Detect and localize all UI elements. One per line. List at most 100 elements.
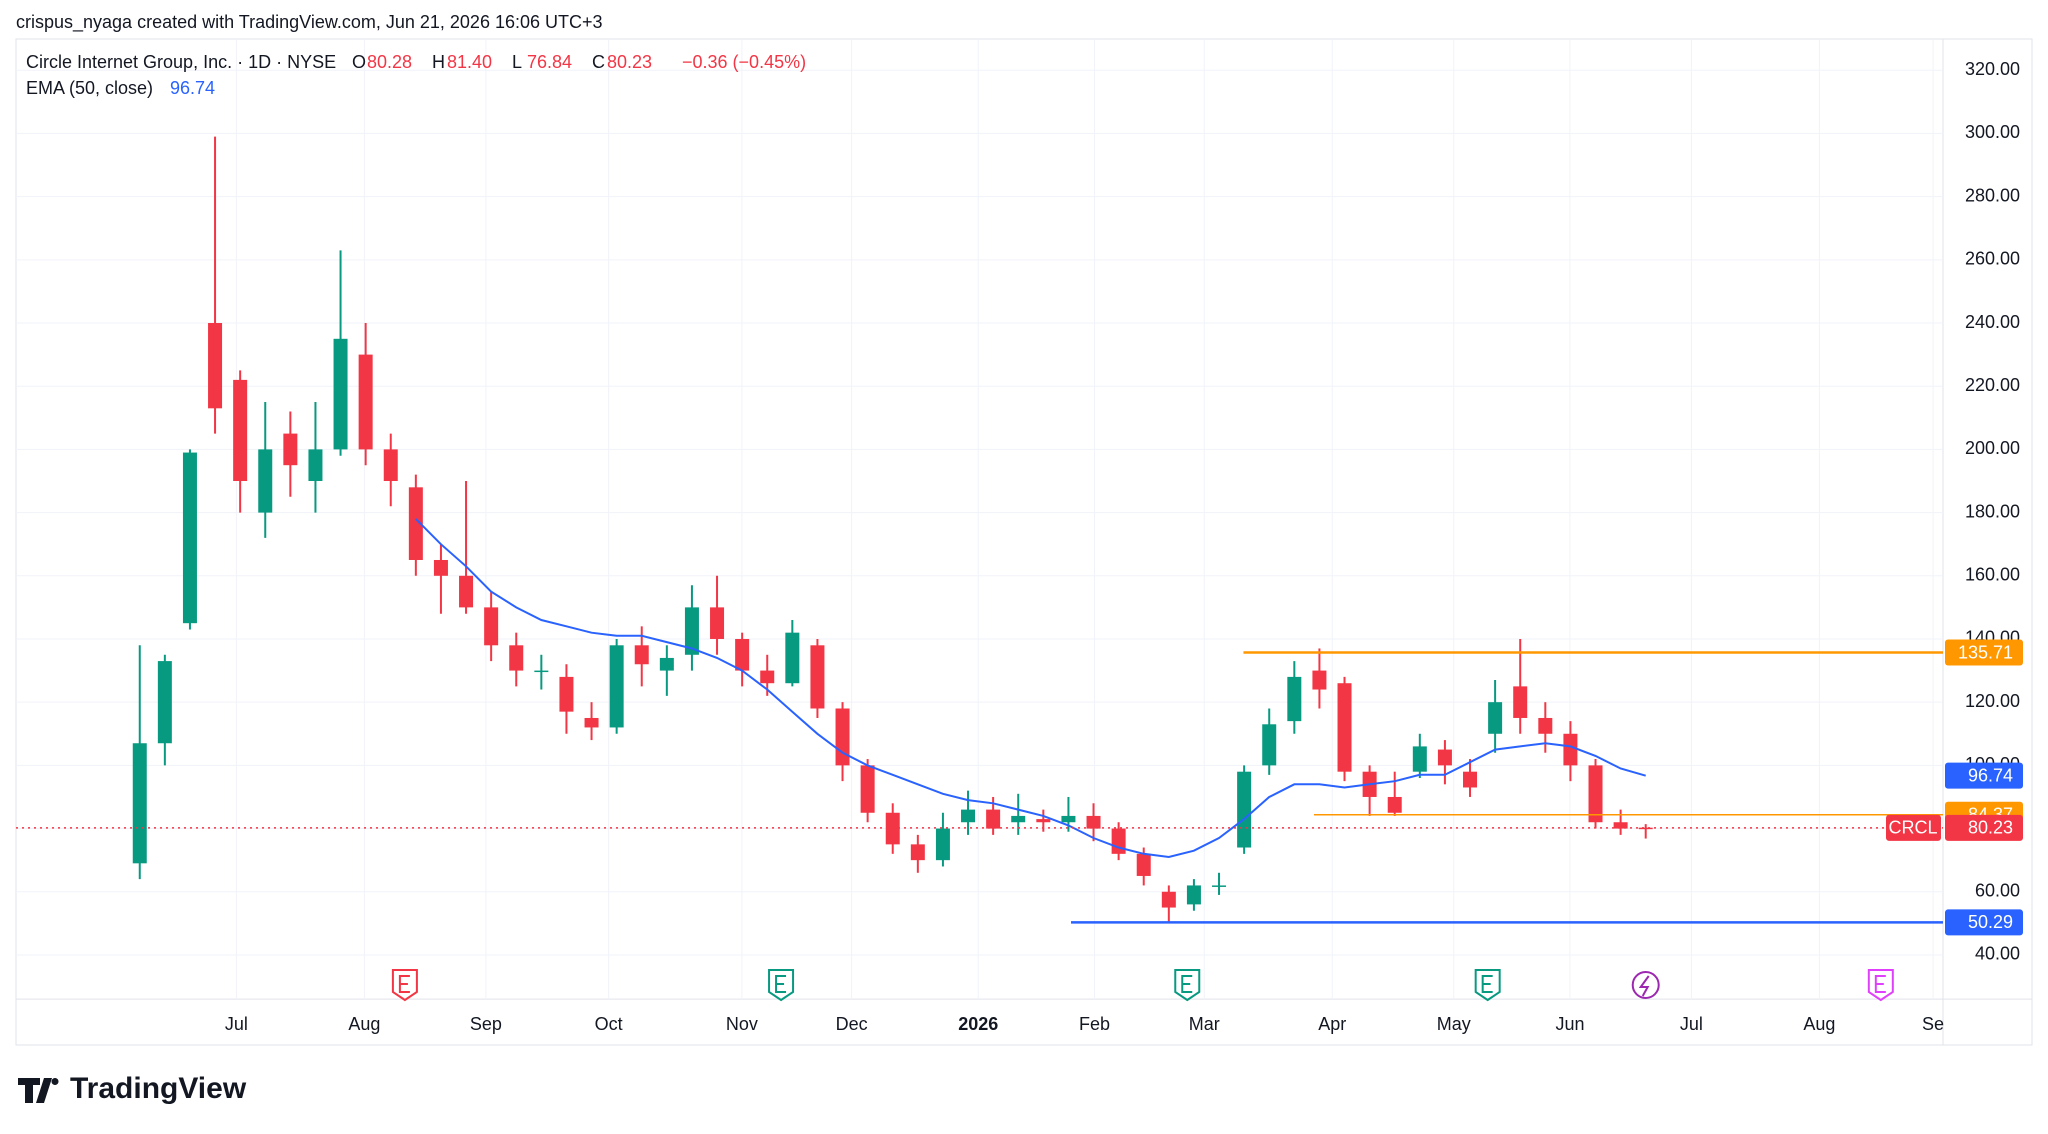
ohlc-value: 80.23 [607, 52, 652, 72]
candle-body [1111, 828, 1126, 854]
x-tick-label: Sep [470, 1014, 502, 1034]
candle-body [509, 645, 524, 671]
candle-body [182, 452, 197, 624]
level-label: 50.29 [1968, 912, 2013, 932]
x-tick-label: Mar [1189, 1014, 1220, 1034]
ticker-badge: CRCL [1888, 818, 1937, 838]
level-label-bg [1945, 639, 2023, 666]
x-tick-label: Feb [1079, 1014, 1110, 1034]
candle-body [1186, 885, 1201, 905]
candle-body [1588, 765, 1603, 823]
candle-body [1437, 749, 1452, 766]
ohlc-value: 81.40 [447, 52, 492, 72]
candle-body [308, 449, 323, 481]
candle-body [208, 323, 223, 409]
candle-body [1613, 822, 1628, 829]
candle-body [1638, 827, 1653, 830]
candle-body [258, 449, 273, 513]
x-tick-label: 2026 [958, 1014, 998, 1034]
attribution: crispus_nyaga created with TradingView.c… [16, 12, 603, 33]
y-tick-label: 200.00 [1965, 438, 2020, 458]
candle-body [1061, 815, 1076, 823]
candle-body [735, 638, 750, 671]
x-tick-label: Jul [225, 1014, 248, 1034]
y-tick-label: 120.00 [1965, 691, 2020, 711]
earnings-icon-glyph [398, 975, 410, 993]
x-tick-label: Apr [1318, 1014, 1346, 1034]
candle-body [233, 379, 248, 481]
candle-body [584, 717, 599, 728]
logo: TradingView [18, 1072, 247, 1105]
candle-body [609, 645, 624, 728]
candle-body [860, 765, 875, 813]
x-tick-label: Se [1922, 1014, 1944, 1034]
candle-body [1136, 853, 1151, 876]
candle-body [785, 632, 800, 684]
candle-body [408, 487, 423, 560]
candle-body [383, 449, 398, 481]
change: −0.36 (−0.45%) [682, 52, 806, 72]
candle-body [1463, 771, 1478, 788]
y-tick-label: 260.00 [1965, 249, 2020, 269]
earnings-icon-glyph [1181, 975, 1193, 993]
candle-body [1488, 702, 1503, 734]
x-tick-label: May [1437, 1014, 1471, 1034]
ema-line [415, 518, 1646, 859]
ema-legend-value: 96.74 [170, 78, 215, 98]
candle-body [835, 708, 850, 766]
candle-body [961, 809, 976, 823]
candle-body [810, 645, 825, 709]
ema-legend: EMA (50, close) [26, 78, 153, 98]
y-tick-label: 180.00 [1965, 501, 2020, 521]
y-tick-label: 60.00 [1975, 881, 2020, 901]
candle-body [760, 670, 775, 684]
candle-body [1563, 733, 1578, 766]
ticker-badge-bg [1886, 814, 1941, 841]
chart-title: Circle Internet Group, Inc. · 1D · NYSE [26, 52, 336, 72]
last-price-label-bg [1945, 814, 2023, 841]
ohlc-value: 80.28 [367, 52, 412, 72]
chart-frame [15, 38, 2033, 1046]
level-label: 135.71 [1958, 642, 2013, 662]
earnings-icon-glyph [775, 975, 787, 993]
candle-body [1212, 885, 1227, 887]
ohlc-key: C [592, 52, 605, 72]
candle-body [484, 607, 499, 646]
y-tick-label: 160.00 [1965, 565, 2020, 585]
candle-body [559, 676, 574, 712]
candle-body [935, 828, 950, 861]
candle-body [659, 657, 674, 671]
logo-text: TradingView [70, 1072, 247, 1105]
candle-body [1262, 724, 1277, 766]
candle-body [358, 354, 373, 450]
candle-body [1287, 676, 1302, 722]
y-tick-label: 320.00 [1965, 59, 2020, 79]
y-tick-label: 280.00 [1965, 185, 2020, 205]
x-tick-label: Jun [1555, 1014, 1584, 1034]
x-tick-label: Nov [726, 1014, 758, 1034]
last-price-label: 80.23 [1968, 818, 2013, 838]
candle-body [459, 575, 474, 608]
x-tick-label: Oct [595, 1014, 623, 1034]
candle-body [1086, 815, 1101, 829]
ohlc-key: H [432, 52, 445, 72]
candle-body [1412, 746, 1427, 772]
x-tick-label: Dec [836, 1014, 868, 1034]
x-tick-label: Jul [1680, 1014, 1703, 1034]
ema-price-label-bg [1945, 762, 2023, 789]
ohlc-key: L [512, 52, 522, 72]
candle-body [1312, 670, 1327, 690]
y-tick-label: 220.00 [1965, 375, 2020, 395]
candle-body [534, 670, 549, 673]
candle-body [333, 338, 348, 450]
candle-body [684, 607, 699, 655]
candle-body [1337, 683, 1352, 772]
candle-body [710, 607, 725, 639]
candle-body [283, 433, 298, 466]
candle-body [634, 645, 649, 665]
candle-body [132, 743, 147, 864]
level-label-bg [1945, 909, 2023, 936]
ohlc-value: 76.84 [527, 52, 572, 72]
